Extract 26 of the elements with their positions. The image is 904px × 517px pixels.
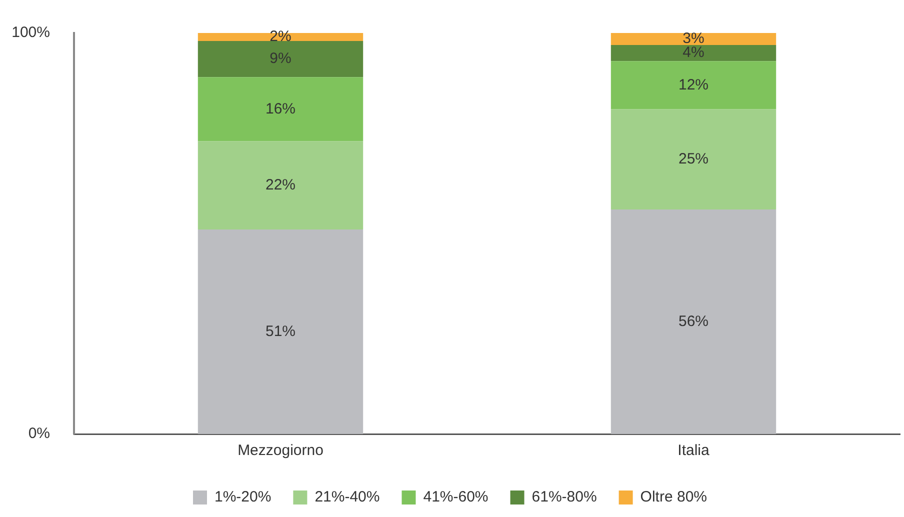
data-label: 25% [678, 150, 709, 168]
bar [610, 33, 776, 46]
bar [198, 41, 364, 78]
bar [198, 229, 364, 434]
bar [610, 109, 776, 210]
bar [198, 77, 364, 142]
y-tick-label: 0% [28, 425, 50, 442]
x-tick-label: Mezzogiorno [238, 442, 324, 460]
data-label: 12% [678, 76, 709, 94]
bar [610, 209, 776, 434]
legend-label: Oltre 80% [640, 488, 708, 506]
legend-label: 21%-40% [314, 488, 380, 506]
legend-label: 61%-80% [532, 488, 597, 506]
data-label: 22% [265, 176, 296, 194]
data-label: 9% [270, 50, 292, 68]
bar [198, 141, 364, 230]
legend-label: 1%-20% [214, 488, 272, 506]
data-label: 2% [270, 28, 292, 46]
y-tick-label: 100% [12, 24, 50, 42]
x-tick-label: Italia [678, 442, 710, 460]
legend-label: 41%-60% [423, 488, 488, 506]
bar [610, 61, 776, 110]
data-label: 56% [678, 312, 709, 330]
bar [610, 45, 776, 62]
data-label: 51% [265, 322, 296, 340]
data-label: 16% [265, 100, 296, 118]
